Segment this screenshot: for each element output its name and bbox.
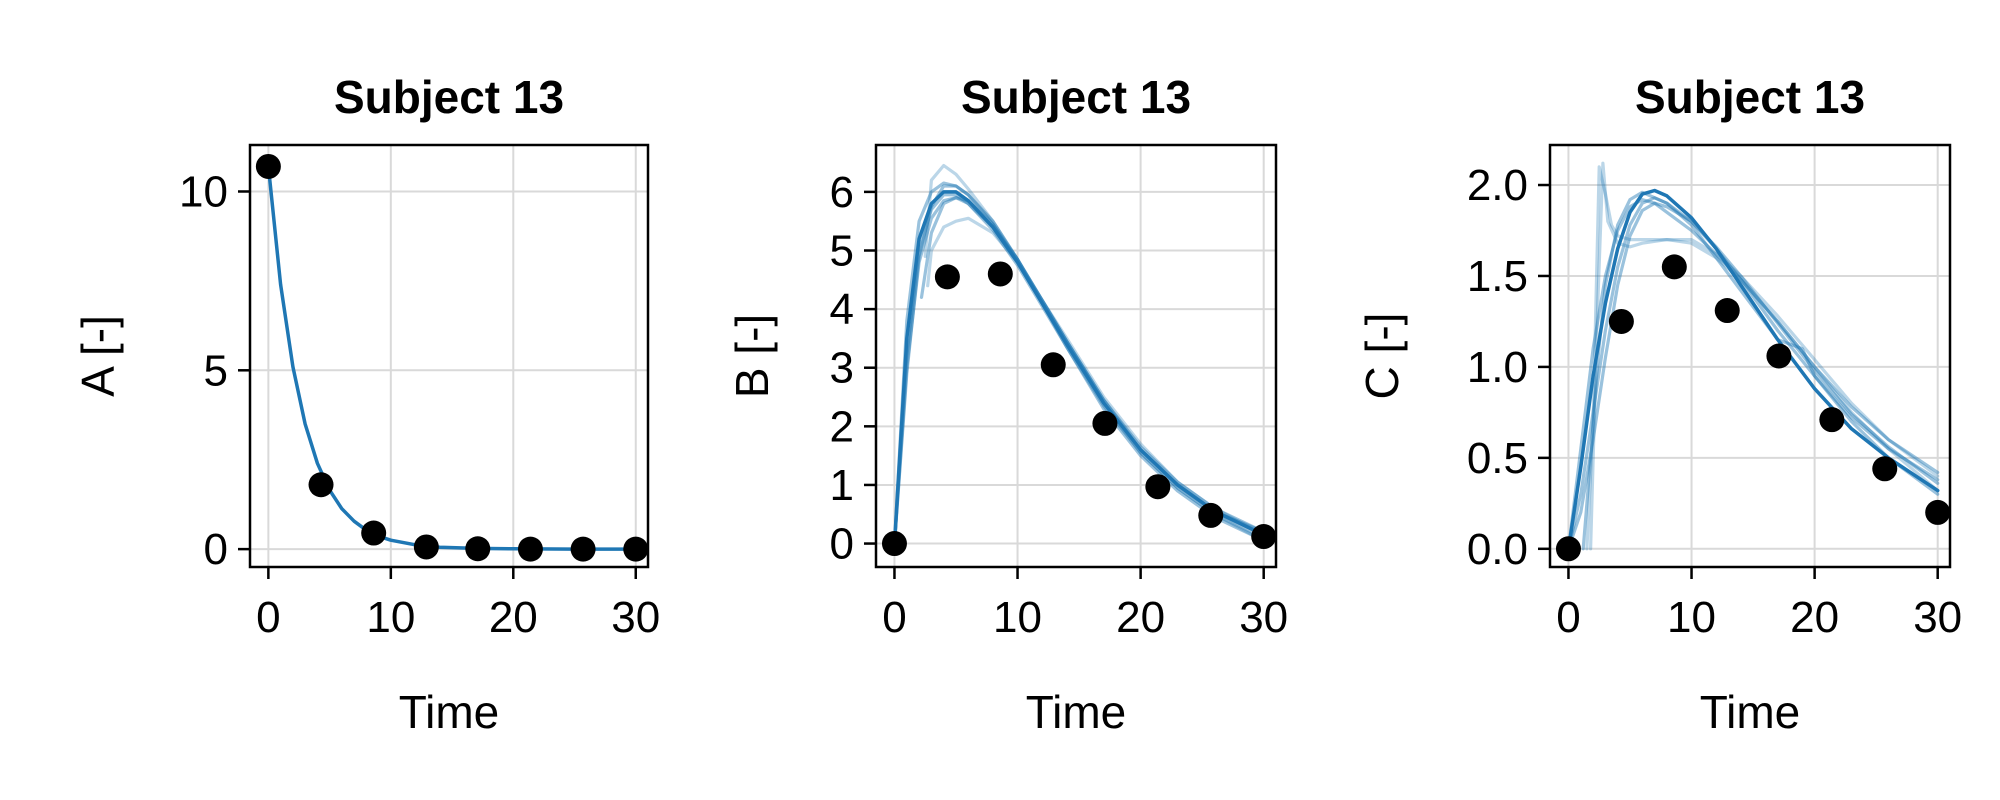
observation-point xyxy=(1145,474,1171,500)
x-tick-label: 0 xyxy=(882,593,906,642)
prediction-line xyxy=(892,190,1266,546)
y-tick-label: 2.0 xyxy=(1467,161,1528,210)
y-tick-label: 2 xyxy=(830,402,854,451)
prediction-curves xyxy=(1566,161,1940,551)
observation-point xyxy=(1092,410,1118,436)
observation-point xyxy=(623,536,649,562)
x-axis-label: Time xyxy=(1026,686,1127,738)
prediction-line xyxy=(1566,188,1940,551)
x-tick-label: 30 xyxy=(1913,593,1962,642)
prediction-line xyxy=(926,216,1266,537)
observation-point xyxy=(881,531,907,557)
y-tick-label: 6 xyxy=(830,168,854,217)
y-tick-label: 10 xyxy=(179,167,228,216)
chart-title: Subject 13 xyxy=(961,71,1191,123)
observation-point xyxy=(934,264,960,290)
y-tick-label: 0.0 xyxy=(1467,525,1528,574)
observation-point xyxy=(1925,499,1951,525)
plot-frame xyxy=(248,143,650,569)
plot-frame xyxy=(874,143,1278,569)
observation-point xyxy=(1872,456,1898,482)
x-tick-label: 20 xyxy=(1116,593,1165,642)
prediction-line xyxy=(1585,165,1940,551)
panel-c: 0 10 20 30 0.0 0.5 1.0 1.5 2.0 Subject 13 Time C [-… xyxy=(1356,71,1962,738)
x-tick-label: 10 xyxy=(1667,593,1716,642)
observation-point xyxy=(1251,524,1277,550)
y-tick-label: 0 xyxy=(830,520,854,569)
prediction-line xyxy=(1566,196,1940,551)
observation-point xyxy=(465,536,491,562)
x-axis-label: Time xyxy=(399,686,500,738)
prediction-line xyxy=(892,184,1266,546)
x-tick-label: 0 xyxy=(256,593,280,642)
observation-point xyxy=(517,536,543,562)
y-axis-label: B [-] xyxy=(726,314,778,398)
observation-point xyxy=(1766,343,1792,369)
prediction-line xyxy=(1566,201,1940,551)
y-tick-label: 5 xyxy=(830,227,854,276)
observation-point xyxy=(987,261,1013,287)
observation-point xyxy=(1555,536,1581,562)
prediction-line xyxy=(1566,198,1940,551)
observation-point xyxy=(308,472,334,498)
y-tick-label: 1.0 xyxy=(1467,343,1528,392)
observation-point xyxy=(1661,254,1687,280)
y-axis-label: A [-] xyxy=(72,315,124,397)
observation-point xyxy=(1608,308,1634,334)
x-tick-label: 10 xyxy=(993,593,1042,642)
panel-a: 0 10 20 30 0 5 10 Subject 13 Time A [-] xyxy=(72,71,660,738)
x-tick-label: 30 xyxy=(1239,593,1288,642)
observation-point xyxy=(413,534,439,560)
plot-frame xyxy=(1548,143,1952,569)
observation-point xyxy=(1819,407,1845,433)
y-axis-label: C [-] xyxy=(1356,313,1408,400)
y-tick-label: 1 xyxy=(830,461,854,510)
chart-title: Subject 13 xyxy=(1635,71,1865,123)
prediction-line xyxy=(1589,161,1940,551)
panel-b: 0 10 20 30 0 1 2 3 4 5 6 Subject 13 Time B [-] xyxy=(726,71,1288,738)
x-tick-label: 20 xyxy=(489,593,538,642)
y-tick-label: 3 xyxy=(830,344,854,393)
y-tick-label: 5 xyxy=(204,346,228,395)
y-tick-label: 4 xyxy=(830,285,854,334)
x-tick-label: 10 xyxy=(366,593,415,642)
prediction-curves xyxy=(892,163,1266,546)
observation-point xyxy=(1714,298,1740,324)
y-tick-label: 1.5 xyxy=(1467,252,1528,301)
observation-point xyxy=(1198,502,1224,528)
x-tick-label: 20 xyxy=(1790,593,1839,642)
observation-point xyxy=(1040,352,1066,378)
y-tick-label: 0 xyxy=(204,525,228,574)
observation-point xyxy=(255,153,281,179)
observation-point xyxy=(361,520,387,546)
y-tick-label: 0.5 xyxy=(1467,434,1528,483)
x-axis-label: Time xyxy=(1700,686,1801,738)
observation-point xyxy=(570,536,596,562)
x-tick-label: 30 xyxy=(611,593,660,642)
chart-title: Subject 13 xyxy=(334,71,564,123)
x-tick-label: 0 xyxy=(1556,593,1580,642)
